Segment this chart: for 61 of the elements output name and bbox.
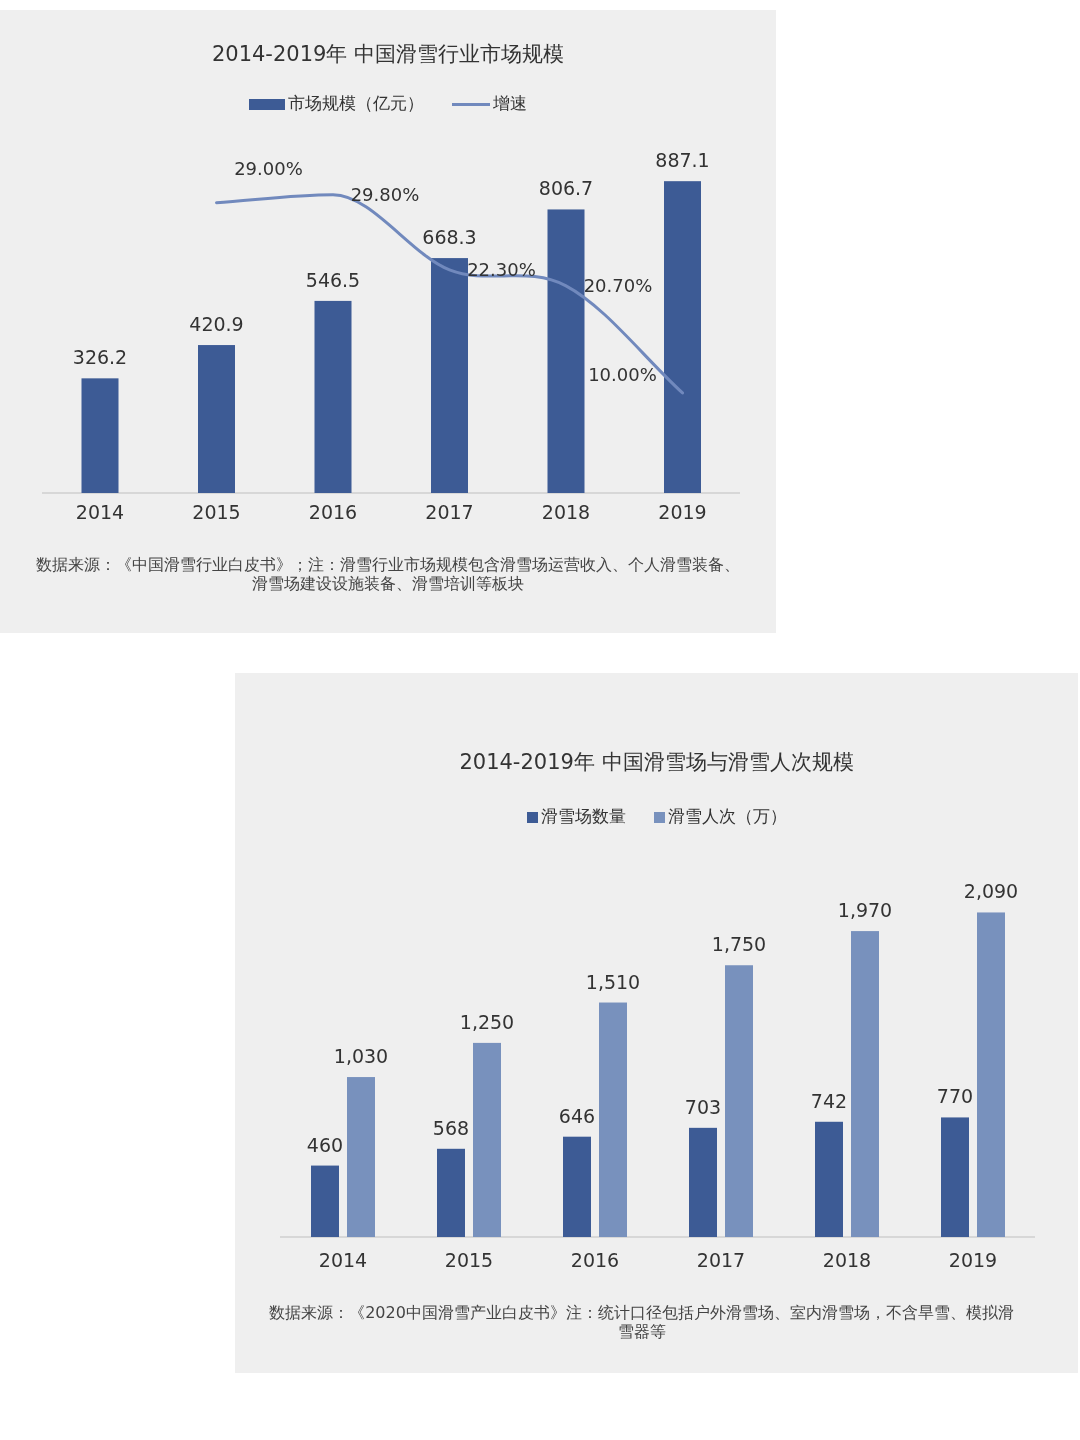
data-label: 646 (558, 1104, 596, 1127)
bar (347, 1077, 375, 1237)
legend-label: 市场规模（亿元） (288, 93, 424, 113)
data-label: 568 (432, 1116, 470, 1139)
x-tick-label: 2014 (75, 501, 125, 523)
data-label: 703 (684, 1095, 722, 1118)
data-label: 546.5 (305, 268, 361, 291)
data-label: 1,030 (333, 1045, 389, 1068)
x-tick-label: 2019 (948, 1249, 998, 1271)
data-label: 806.7 (538, 177, 594, 200)
data-label: 20.70% (583, 274, 653, 296)
bar (599, 1002, 627, 1237)
data-label: 29.80% (350, 183, 420, 205)
data-label: 2,090 (963, 880, 1019, 903)
data-label: 420.9 (189, 313, 244, 336)
bar (437, 1148, 465, 1237)
x-tick-label: 2018 (541, 501, 591, 523)
x-tick-label: 2015 (444, 1249, 494, 1271)
bar (547, 209, 585, 493)
bar (473, 1042, 501, 1237)
data-label: 668.3 (422, 226, 477, 249)
bar (563, 1136, 591, 1237)
data-label: 29.00% (234, 157, 303, 179)
bar (431, 258, 468, 493)
bar (977, 912, 1005, 1237)
data-label: 887.1 (655, 149, 710, 172)
bar (725, 965, 753, 1237)
x-tick-label: 2015 (192, 501, 241, 523)
data-label: 460 (306, 1133, 344, 1156)
data-label: 1,510 (585, 970, 641, 993)
bar (198, 345, 235, 493)
data-label: 22.30% (467, 258, 536, 280)
x-tick-label: 2018 (822, 1249, 872, 1271)
bar (664, 181, 701, 493)
x-tick-label: 2016 (570, 1249, 620, 1271)
chart-title: 2014-2019年 中国滑雪场与滑雪人次规模 (458, 749, 855, 776)
source-note: 数据来源：《2020中国滑雪产业白皮书》注：统计口径包括户外滑雪场、室内滑雪场，不含旱雪、模拟滑雪器等 (268, 1303, 1015, 1341)
legend-label: 滑雪场数量 (540, 806, 626, 826)
data-label: 742 (810, 1089, 848, 1112)
x-tick-label: 2017 (696, 1249, 746, 1271)
data-label: 326.2 (72, 346, 128, 369)
bar (314, 300, 352, 493)
x-tick-label: 2017 (425, 501, 474, 523)
x-tick-label: 2016 (308, 501, 358, 523)
x-tick-label: 2014 (318, 1249, 368, 1271)
chart-title: 2014-2019年 中国滑雪行业市场规模 (210, 41, 566, 68)
bar (81, 378, 119, 493)
data-label: 770 (936, 1085, 974, 1108)
bar (941, 1117, 969, 1237)
data-label: 1,250 (459, 1010, 515, 1033)
bar (311, 1165, 339, 1237)
data-label: 1,750 (711, 933, 767, 956)
legend-label: 滑雪人次（万） (667, 806, 787, 826)
x-tick-label: 2019 (658, 501, 707, 523)
bar (851, 931, 879, 1237)
bar (815, 1121, 843, 1237)
data-label: 1,970 (837, 899, 893, 922)
legend-label: 增速 (493, 93, 527, 113)
source-note: 数据来源：《中国滑雪行业白皮书》；注：滑雪行业市场规模包含滑雪场运营收入、个人滑雪装备、滑雪场建设设施装备、滑雪培训等板块 (35, 555, 741, 593)
data-label: 10.00% (588, 363, 657, 385)
bar (689, 1127, 717, 1237)
